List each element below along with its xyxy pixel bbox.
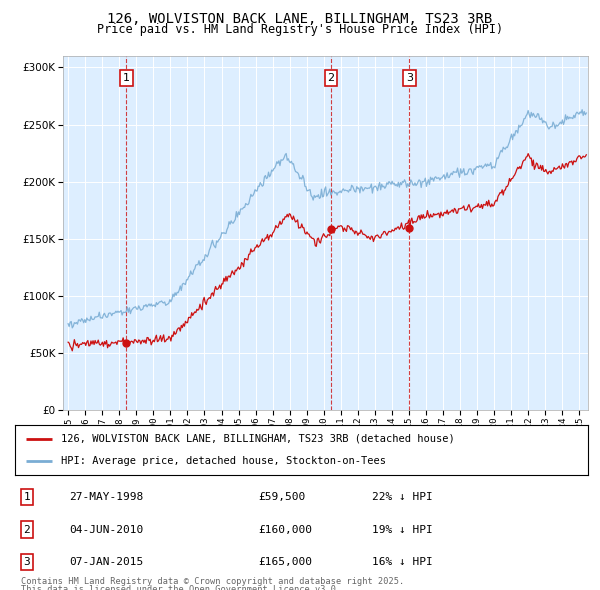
Text: Price paid vs. HM Land Registry's House Price Index (HPI): Price paid vs. HM Land Registry's House … — [97, 23, 503, 36]
Text: 07-JAN-2015: 07-JAN-2015 — [69, 557, 143, 567]
Text: 27-MAY-1998: 27-MAY-1998 — [69, 492, 143, 502]
Text: £59,500: £59,500 — [258, 492, 305, 502]
Text: Contains HM Land Registry data © Crown copyright and database right 2025.: Contains HM Land Registry data © Crown c… — [21, 577, 404, 586]
Text: 126, WOLVISTON BACK LANE, BILLINGHAM, TS23 3RB (detached house): 126, WOLVISTON BACK LANE, BILLINGHAM, TS… — [61, 434, 455, 444]
Text: 2: 2 — [328, 73, 335, 83]
Text: £160,000: £160,000 — [258, 525, 312, 535]
Text: HPI: Average price, detached house, Stockton-on-Tees: HPI: Average price, detached house, Stoc… — [61, 456, 386, 466]
Text: 2: 2 — [23, 525, 31, 535]
Text: 1: 1 — [23, 492, 31, 502]
Text: 22% ↓ HPI: 22% ↓ HPI — [372, 492, 433, 502]
Text: 19% ↓ HPI: 19% ↓ HPI — [372, 525, 433, 535]
Text: 3: 3 — [406, 73, 413, 83]
Text: 3: 3 — [23, 557, 31, 567]
Text: 1: 1 — [123, 73, 130, 83]
Text: £165,000: £165,000 — [258, 557, 312, 567]
Text: 126, WOLVISTON BACK LANE, BILLINGHAM, TS23 3RB: 126, WOLVISTON BACK LANE, BILLINGHAM, TS… — [107, 12, 493, 26]
Text: 04-JUN-2010: 04-JUN-2010 — [69, 525, 143, 535]
Text: 16% ↓ HPI: 16% ↓ HPI — [372, 557, 433, 567]
Text: This data is licensed under the Open Government Licence v3.0.: This data is licensed under the Open Gov… — [21, 585, 341, 590]
